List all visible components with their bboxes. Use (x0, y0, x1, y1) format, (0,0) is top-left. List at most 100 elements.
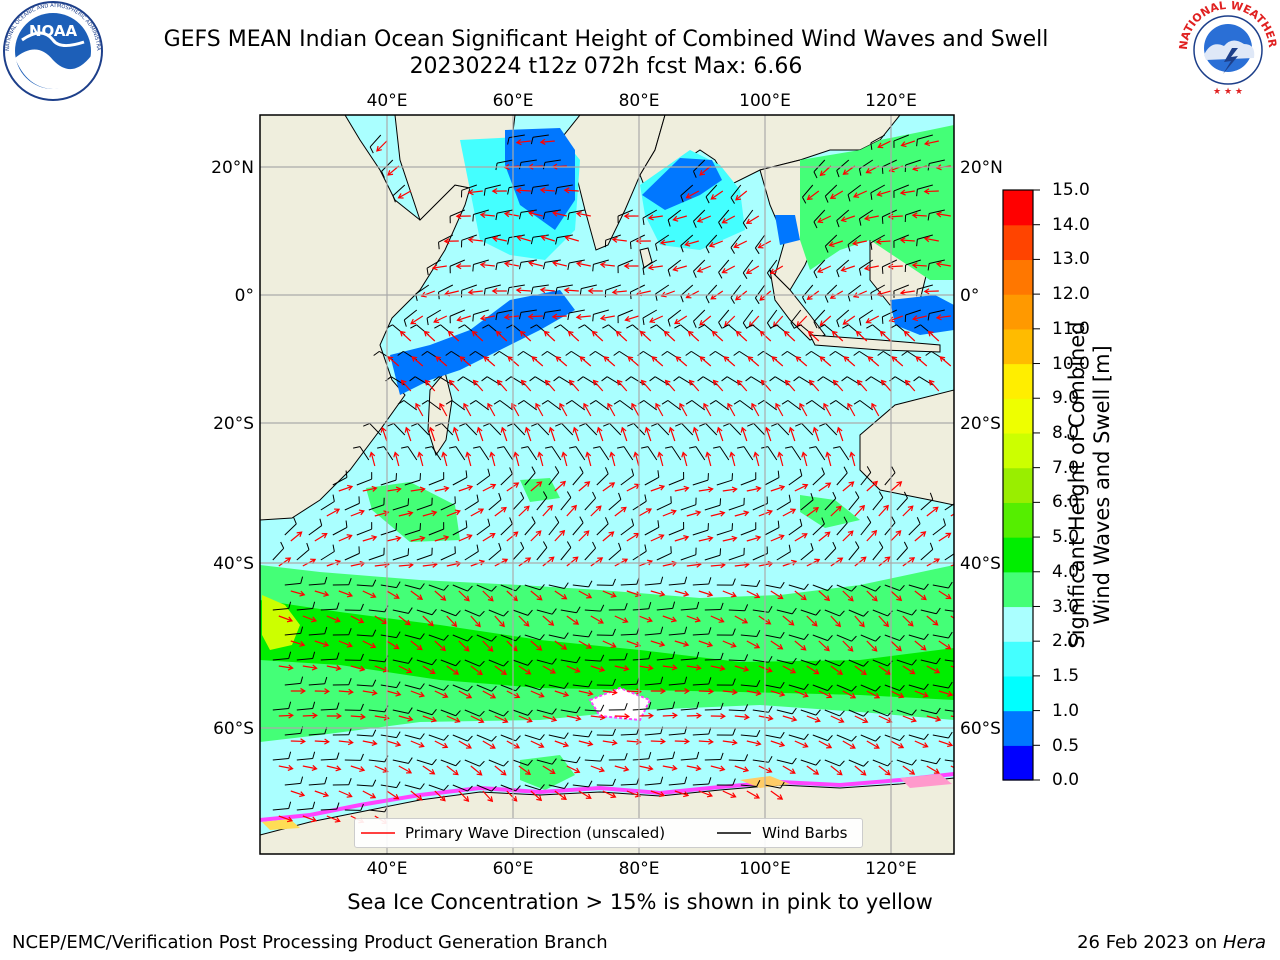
wind-barb (752, 709, 769, 713)
wind-barb-flag (348, 577, 352, 585)
wave-arrow (566, 665, 580, 673)
wind-barb-flag (781, 350, 788, 356)
wind-barb-flag (300, 576, 304, 584)
wave-arrow (494, 765, 507, 776)
wind-barb-flag (396, 631, 401, 638)
patch-arabian-sea-north (505, 128, 575, 230)
wave-arrow (531, 356, 544, 367)
wind-barb-flag (899, 684, 905, 691)
wind-barb-flag (887, 760, 893, 767)
wave-arrow-head (358, 509, 365, 516)
wave-arrow-head (591, 330, 598, 337)
wind-barb (308, 783, 325, 786)
wind-barb (488, 499, 502, 511)
wave-arrow (627, 356, 640, 367)
wind-barb-flag (408, 607, 413, 614)
wind-barb (764, 684, 781, 689)
wave-arrow-head (958, 509, 963, 513)
wave-arrow (905, 380, 916, 392)
wind-barb (320, 758, 337, 761)
wind-barb-flag (768, 755, 773, 763)
wave-arrow (746, 265, 760, 274)
wind-barb-flag (509, 467, 513, 475)
wind-barb-flag (495, 263, 498, 271)
wave-arrow (638, 508, 652, 517)
wave-arrow-head (479, 314, 486, 321)
wave-arrow (794, 533, 808, 542)
wind-barb (416, 709, 433, 716)
wind-barb-flag (961, 606, 964, 612)
wind-barb (440, 502, 456, 511)
wind-barb (572, 584, 589, 588)
wave-arrow (516, 140, 531, 144)
wind-barb-flag (708, 627, 712, 635)
wave-arrow-head (754, 592, 761, 599)
wind-barb-flag (730, 297, 735, 304)
nws-stars: ★ ★ ★ (1213, 87, 1243, 97)
wave-arrow (530, 690, 544, 698)
wave-arrow (350, 665, 365, 671)
wind-barb-flag (781, 400, 789, 405)
wind-barb-flag (756, 730, 761, 737)
wave-arrow (480, 315, 495, 320)
wind-barb-flag (527, 709, 533, 716)
wind-barb-flag (593, 446, 601, 449)
wave-arrow (480, 214, 495, 217)
wind-barb (584, 659, 601, 662)
wave-arrow (890, 530, 902, 542)
wind-barb (485, 284, 501, 290)
wave-height-fields (260, 125, 954, 790)
wave-arrow (278, 765, 293, 770)
wind-barb (548, 784, 565, 789)
wind-barb (524, 472, 536, 486)
wave-arrow (674, 790, 689, 797)
wave-arrow-head (721, 218, 728, 224)
wind-barb (644, 526, 660, 536)
wind-barb (508, 184, 525, 189)
wind-barb-flag (431, 659, 437, 666)
wind-barb-flag (396, 781, 401, 788)
wind-barb (835, 400, 850, 411)
wind-barb (416, 554, 433, 561)
wind-barb (556, 184, 573, 189)
wind-barb (308, 525, 323, 536)
nws-logo: NATIONAL WEATHER SERVICE ★ ★ ★ (1176, 0, 1279, 97)
wind-barb (383, 446, 394, 461)
wave-arrow (662, 665, 677, 669)
wind-barb-flag (479, 760, 485, 767)
wave-arrow (506, 640, 518, 652)
wind-barb-flag (821, 467, 825, 475)
wind-barb-flag (455, 660, 461, 667)
colorbar-segment (1003, 537, 1033, 573)
wind-barb (824, 498, 837, 511)
wave-arrow (890, 690, 904, 698)
wave-arrow-head (799, 402, 805, 409)
wave-arrow (422, 615, 434, 627)
wind-barb-flag (458, 324, 465, 329)
wind-barb (548, 522, 560, 536)
wave-arrow (878, 715, 892, 723)
wind-barb-flag (780, 731, 785, 739)
chart-subtitle: 20230224 t12z 072h fcst Max: 6.66 (409, 54, 803, 79)
wind-barb (920, 609, 937, 615)
wave-arrow (650, 534, 664, 542)
wind-barb (704, 658, 721, 661)
wind-barb-flag (718, 272, 723, 279)
wind-barb (882, 209, 898, 218)
wave-arrow (722, 265, 736, 274)
wind-barb (392, 554, 409, 561)
wind-barb (905, 259, 921, 266)
wave-arrow-head (885, 669, 892, 675)
wave-arrow (710, 512, 725, 517)
wind-barb (908, 634, 925, 640)
wave-arrow-head (483, 356, 490, 362)
wave-arrow (685, 240, 699, 246)
wave-arrow-head (935, 261, 942, 268)
wind-barb (824, 709, 840, 717)
wind-barb-flag (631, 468, 635, 476)
wind-barb (860, 584, 876, 592)
wave-arrow (381, 427, 388, 442)
patch-south-atlantic (366, 482, 460, 542)
wave-arrow-head (584, 481, 591, 487)
wave-arrow-head (660, 291, 667, 298)
